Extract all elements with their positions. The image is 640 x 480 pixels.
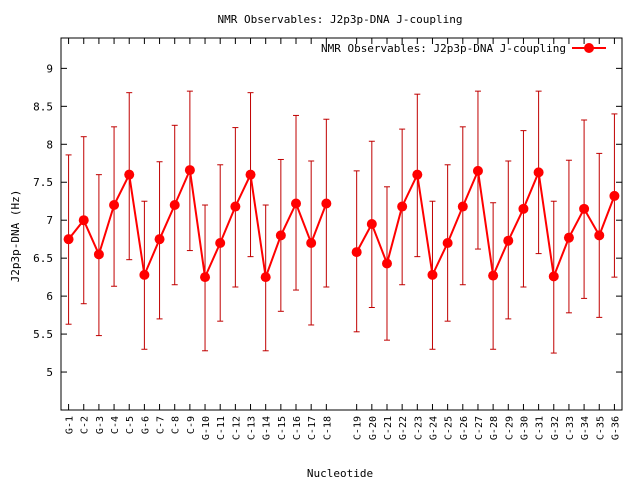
legend-label: NMR Observables: J2p3p-DNA J-coupling <box>321 42 566 55</box>
x-tick-label: C-2 <box>80 416 91 434</box>
x-tick-label: G-6 <box>140 416 151 434</box>
data-point <box>109 200 120 211</box>
data-point <box>412 169 423 180</box>
x-tick-label: G-20 <box>368 416 379 440</box>
chart-title: NMR Observables: J2p3p-DNA J-coupling <box>217 13 462 26</box>
data-point <box>533 167 544 178</box>
data-point <box>594 230 605 241</box>
data-point <box>230 201 241 212</box>
x-tick-label: C-23 <box>413 416 424 440</box>
plot-border <box>60 37 623 411</box>
data-point <box>260 272 271 283</box>
series-line <box>355 167 616 281</box>
x-tick-label: C-19 <box>353 416 364 440</box>
y-tick-label: 6 <box>46 290 53 303</box>
x-tick-label: C-16 <box>292 416 303 440</box>
data-point <box>321 198 332 209</box>
x-tick-label: C-27 <box>474 416 485 440</box>
x-tick-label: C-7 <box>156 416 167 434</box>
y-axis-label: J2p3p-DNA (Hz) <box>9 190 22 283</box>
x-tick-label: G-14 <box>262 416 273 440</box>
legend-marker-swatch <box>584 43 594 53</box>
x-tick-label: G-3 <box>95 416 106 434</box>
error-bars <box>65 90 618 354</box>
data-point <box>381 258 392 269</box>
x-tick-label: C-25 <box>444 416 455 440</box>
x-tick-label: G-28 <box>489 416 500 440</box>
x-tick-label: G-30 <box>519 416 530 440</box>
y-tick-label: 7.5 <box>33 176 53 189</box>
data-point <box>366 219 377 229</box>
x-tick-label: G-34 <box>580 416 591 440</box>
y-tick-label: 6.5 <box>33 252 53 265</box>
data-point <box>291 198 302 209</box>
x-tick-label: G-32 <box>550 416 561 440</box>
series-lines <box>67 166 616 281</box>
x-tick-label: C-17 <box>307 416 318 440</box>
data-point <box>503 235 514 246</box>
legend: NMR Observables: J2p3p-DNA J-coupling <box>321 42 606 55</box>
data-point <box>548 271 559 282</box>
data-point <box>472 165 483 176</box>
data-point <box>442 237 453 248</box>
x-tick-label: C-8 <box>171 416 182 434</box>
data-point <box>169 200 180 211</box>
x-axis-label: Nucleotide <box>307 467 373 480</box>
x-tick-label: C-21 <box>383 416 394 440</box>
x-tick-label: G-36 <box>610 416 621 440</box>
x-tick-label: C-13 <box>247 416 258 440</box>
data-point <box>124 169 135 180</box>
data-point <box>609 190 620 201</box>
data-point <box>200 272 211 283</box>
data-point <box>154 234 165 245</box>
y-tick-label: 8.5 <box>33 100 53 113</box>
data-point <box>215 237 226 248</box>
data-point <box>579 203 590 214</box>
series-line <box>67 166 328 281</box>
x-tick-label: C-9 <box>186 416 197 434</box>
x-tick-label: C-18 <box>322 416 333 440</box>
data-point <box>427 269 438 280</box>
x-tick-label: C-4 <box>110 416 121 434</box>
data-point <box>563 232 574 243</box>
x-tick-label: C-31 <box>535 416 546 440</box>
data-point <box>78 215 89 226</box>
data-point <box>518 203 529 214</box>
data-point <box>397 201 408 212</box>
y-tick-label: 5 <box>46 366 53 379</box>
y-tick-label: 8 <box>46 138 53 151</box>
tick-labels: 5 5.5 6 6.5 7 7.5 8 8.5 9 G-1 C-2 G-3 C-4 C-5 G-6 C-7 C-… <box>33 62 621 440</box>
data-point <box>457 201 468 212</box>
x-tick-label: G-24 <box>428 416 439 440</box>
y-tick-label: 7 <box>46 214 53 227</box>
x-tick-label: G-26 <box>459 416 470 440</box>
x-tick-label: C-35 <box>595 416 606 440</box>
x-tick-label: C-12 <box>231 416 242 440</box>
x-tick-label: G-10 <box>201 416 212 440</box>
data-point <box>184 165 195 176</box>
x-tick-label: C-15 <box>277 416 288 440</box>
data-point <box>306 237 317 248</box>
x-tick-label: C-5 <box>125 416 136 434</box>
x-tick-label: C-29 <box>504 416 515 440</box>
axes <box>60 37 623 411</box>
y-tick-label: 9 <box>46 62 53 75</box>
y-tick-label: 5.5 <box>33 328 53 341</box>
data-point <box>488 270 499 281</box>
data-point <box>139 269 150 280</box>
x-tick-label: C-11 <box>216 416 227 440</box>
x-tick-label: C-33 <box>565 416 576 440</box>
x-tick-label: G-22 <box>398 416 409 440</box>
data-point <box>93 249 104 260</box>
data-points <box>63 165 620 283</box>
data-point <box>63 234 74 245</box>
data-point <box>351 247 362 258</box>
x-tick-label: G-1 <box>65 416 76 434</box>
data-point <box>245 169 256 180</box>
data-point <box>275 230 286 241</box>
